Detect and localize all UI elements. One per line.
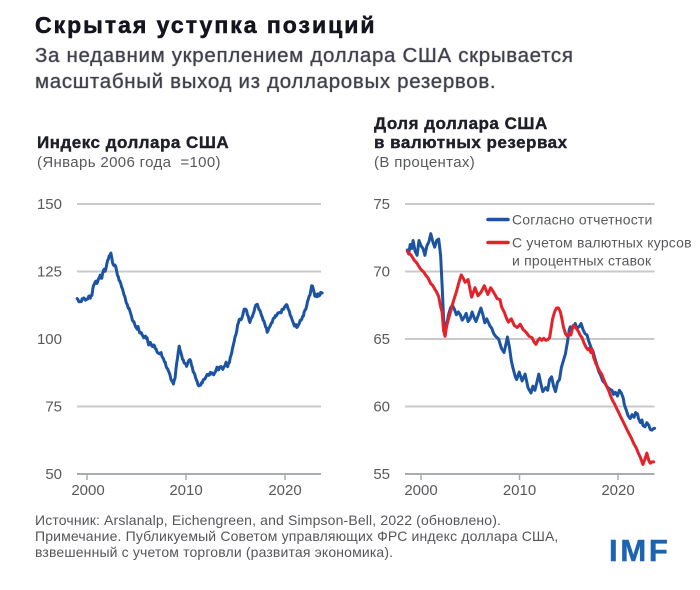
svg-text:65: 65	[373, 331, 390, 348]
svg-text:75: 75	[45, 399, 62, 416]
svg-text:60: 60	[373, 399, 390, 416]
svg-text:70: 70	[373, 264, 390, 281]
svg-text:100: 100	[37, 331, 62, 348]
svg-text:50: 50	[45, 466, 62, 483]
svg-text:150: 150	[37, 196, 62, 213]
svg-text:55: 55	[373, 466, 390, 483]
svg-text:С учетом валютных курсов: С учетом валютных курсов	[512, 235, 692, 251]
svg-text:2020: 2020	[601, 482, 634, 499]
svg-text:и процентных ставок: и процентных ставок	[512, 253, 652, 269]
svg-text:2020: 2020	[268, 482, 301, 499]
svg-text:75: 75	[373, 196, 390, 213]
svg-text:2010: 2010	[503, 482, 536, 499]
svg-text:2010: 2010	[169, 482, 202, 499]
svg-text:2000: 2000	[404, 482, 437, 499]
svg-text:125: 125	[37, 264, 62, 281]
svg-text:2000: 2000	[71, 482, 104, 499]
svg-text:Согласно отчетности: Согласно отчетности	[512, 212, 653, 228]
